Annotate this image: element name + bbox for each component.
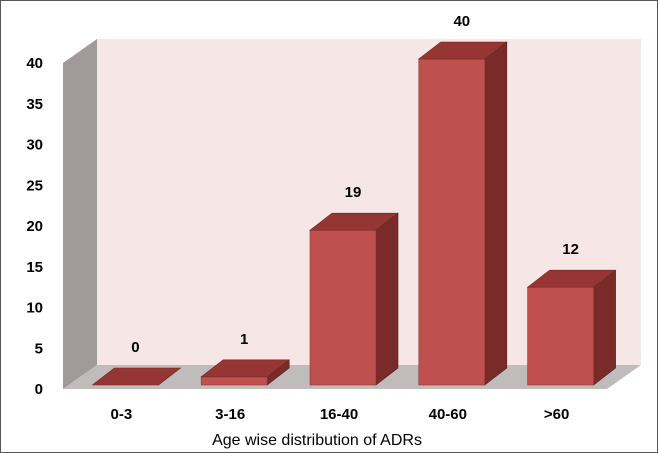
bar-side	[484, 41, 508, 386]
y-tick-label: 35	[26, 96, 43, 113]
bar-top	[309, 212, 399, 231]
x-axis-ticks: 0-3 3-16 16-40 40-60 >60	[111, 406, 570, 423]
bar-front	[527, 286, 594, 386]
y-tick-label: 10	[26, 300, 43, 317]
y-tick-label: 15	[26, 259, 43, 276]
data-label: 12	[562, 241, 579, 258]
y-axis-ticks: 0 5 10 15 20 25 30 35 40	[26, 55, 43, 398]
bar-top	[526, 269, 617, 288]
data-label: 19	[345, 184, 362, 201]
x-tick-label: 0-3	[111, 406, 133, 423]
bar-top	[200, 359, 291, 378]
bar	[526, 269, 617, 386]
bars	[91, 41, 617, 386]
y-tick-label: 40	[26, 55, 43, 72]
bar-front	[200, 376, 268, 386]
x-axis-title: Age wise distribution of ADRs	[212, 432, 422, 449]
bar-front	[418, 58, 486, 386]
y-tick-label: 25	[26, 177, 43, 194]
data-label: 40	[453, 13, 470, 30]
bar	[200, 359, 291, 386]
side-wall	[63, 39, 97, 389]
y-tick-label: 0	[35, 381, 43, 398]
y-tick-label: 20	[26, 218, 43, 235]
bar-side	[375, 212, 399, 386]
bar-top	[417, 41, 508, 60]
bar	[309, 212, 399, 386]
bar	[417, 41, 508, 386]
x-tick-label: 40-60	[429, 406, 467, 423]
data-labels: 0 1 19 40 12	[131, 13, 579, 356]
bar-side	[593, 269, 616, 386]
x-tick-label: >60	[544, 406, 569, 423]
bar-top	[91, 367, 182, 386]
x-tick-label: 3-16	[215, 406, 245, 423]
data-label: 1	[240, 331, 248, 348]
data-label: 0	[131, 339, 139, 356]
x-tick-label: 16-40	[320, 406, 358, 423]
bar-front	[309, 229, 377, 386]
y-tick-label: 30	[26, 137, 43, 154]
y-tick-label: 5	[35, 340, 43, 357]
bar	[91, 367, 182, 386]
